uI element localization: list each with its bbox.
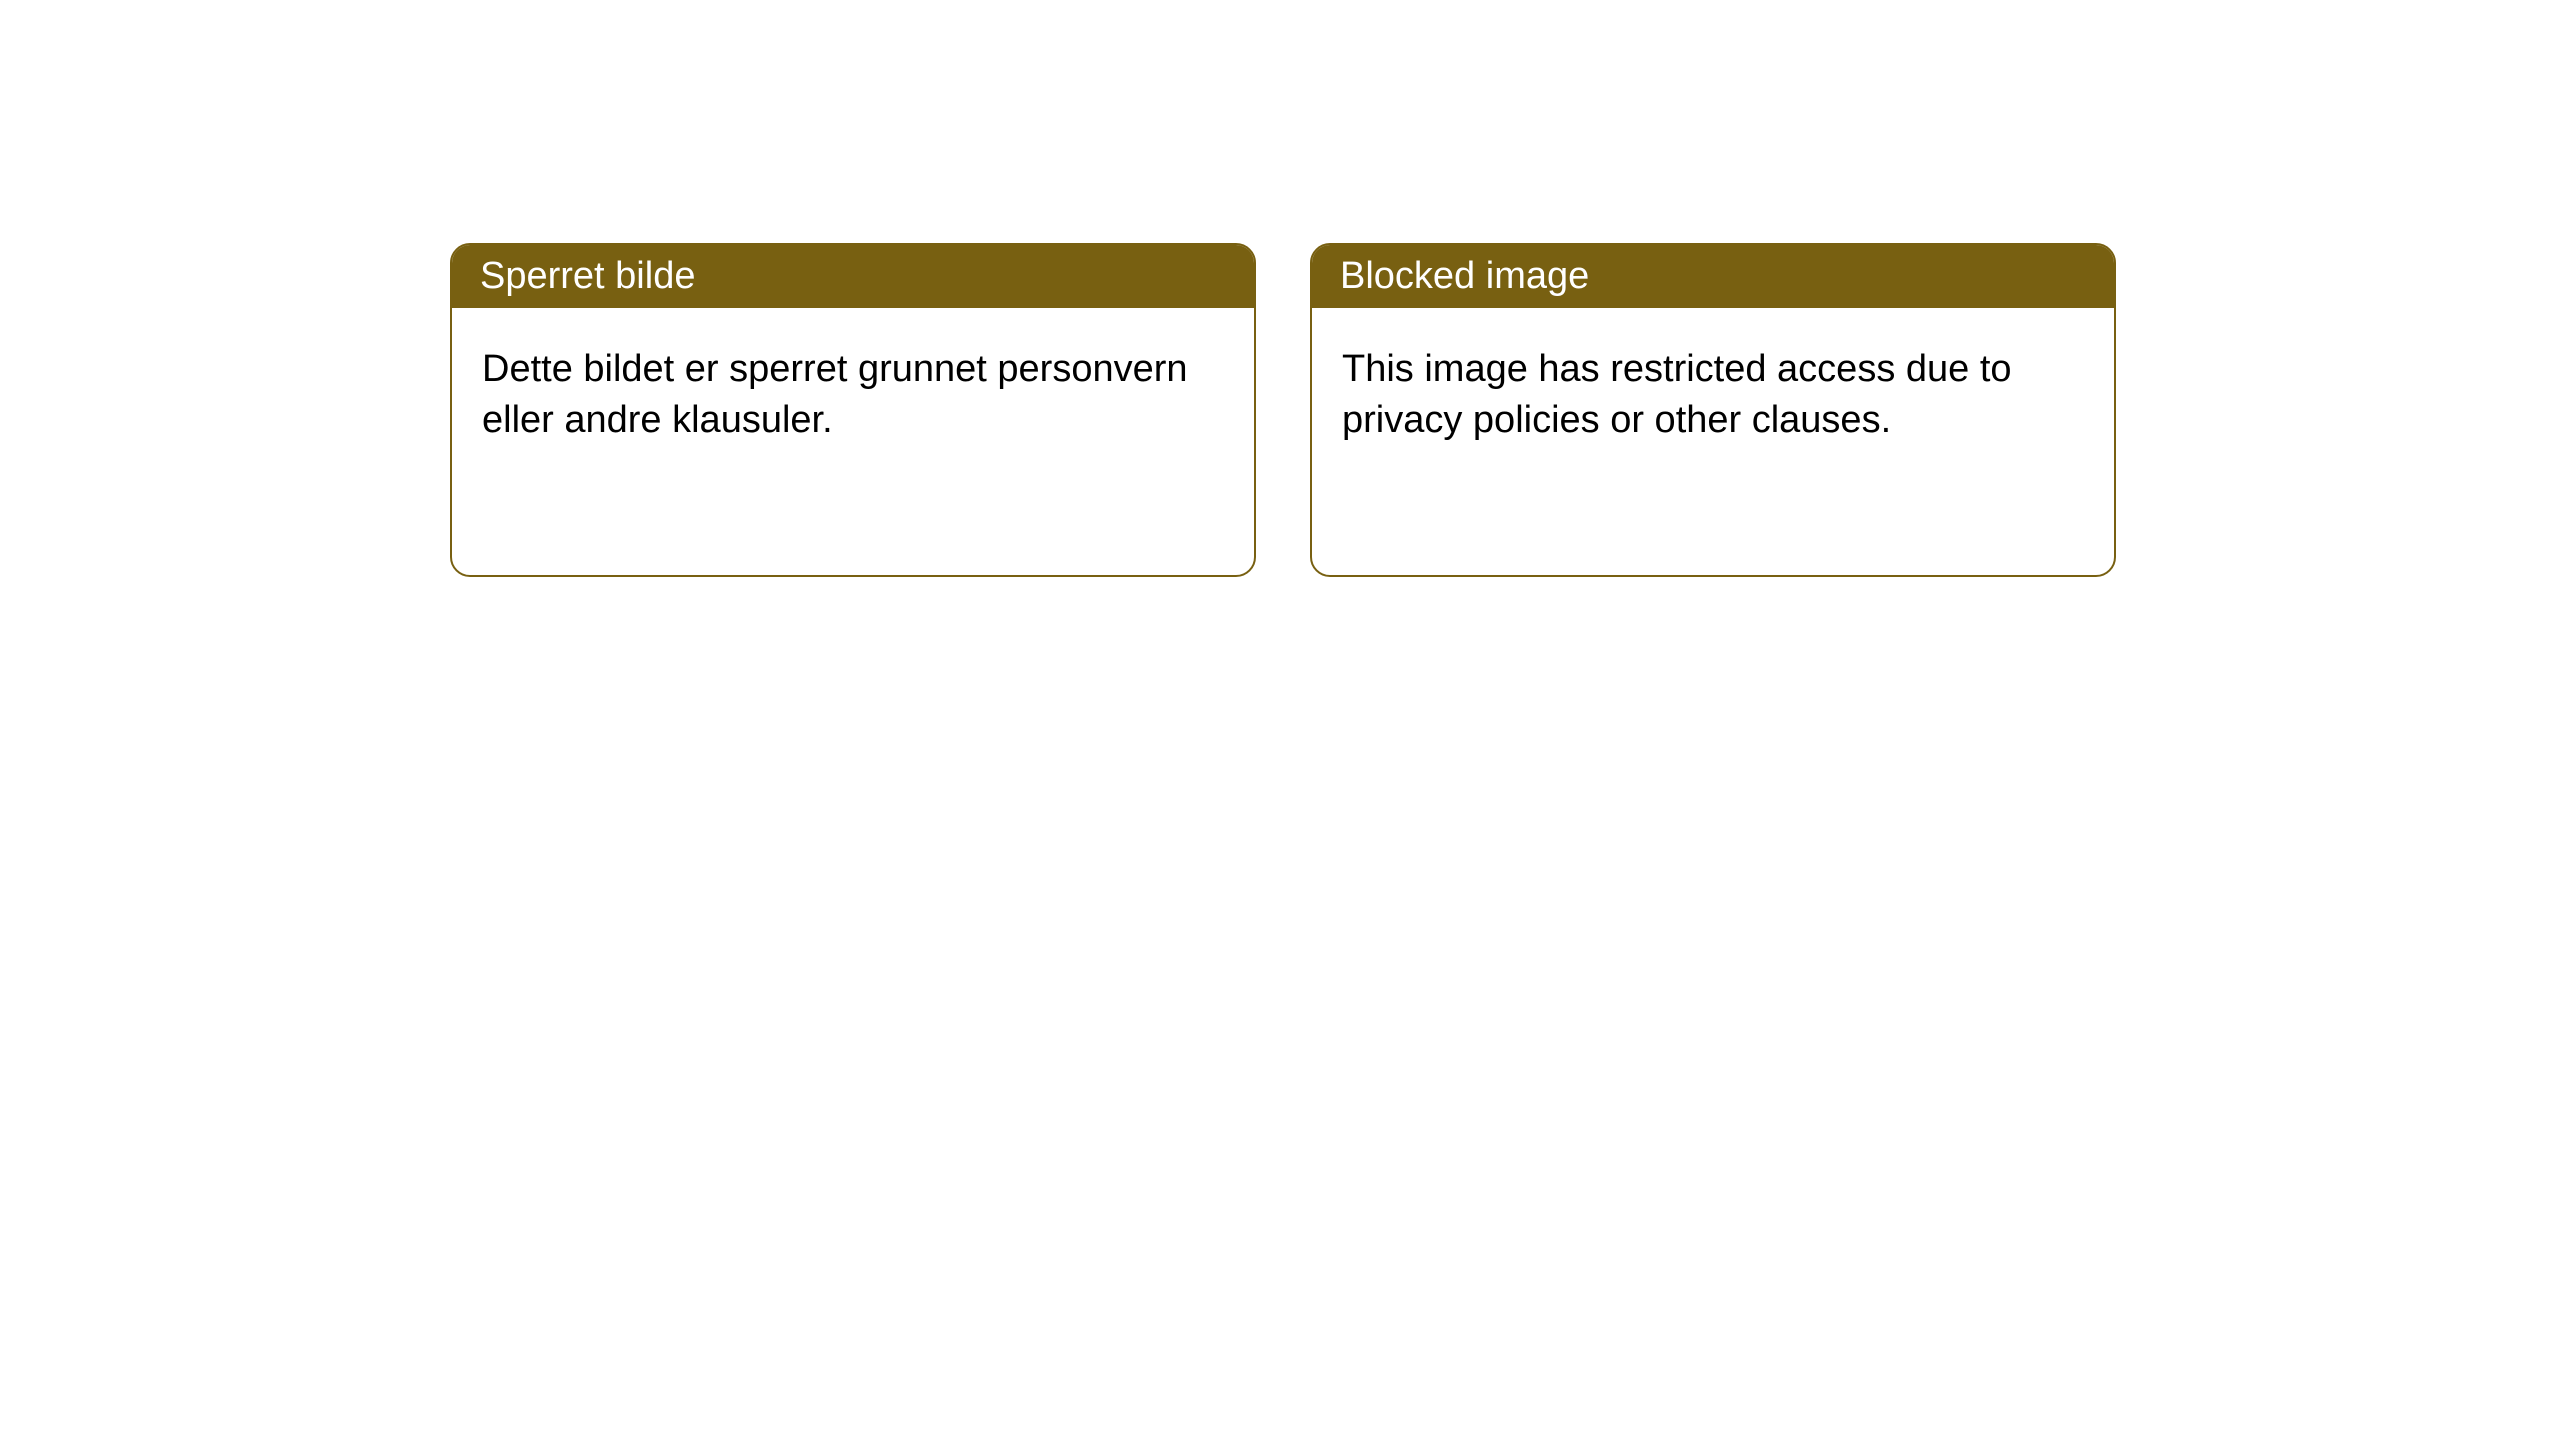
card-title: Sperret bilde xyxy=(480,255,695,297)
card-body: Dette bildet er sperret grunnet personve… xyxy=(452,308,1254,483)
notice-cards-container: Sperret bilde Dette bildet er sperret gr… xyxy=(0,0,2560,577)
card-body-text: This image has restricted access due to … xyxy=(1342,348,2012,441)
blocked-image-card-norwegian: Sperret bilde Dette bildet er sperret gr… xyxy=(450,243,1256,577)
card-body-text: Dette bildet er sperret grunnet personve… xyxy=(482,348,1188,441)
card-body: This image has restricted access due to … xyxy=(1312,308,2114,483)
card-title: Blocked image xyxy=(1340,255,1589,297)
card-header: Blocked image xyxy=(1312,245,2114,308)
card-header: Sperret bilde xyxy=(452,245,1254,308)
blocked-image-card-english: Blocked image This image has restricted … xyxy=(1310,243,2116,577)
